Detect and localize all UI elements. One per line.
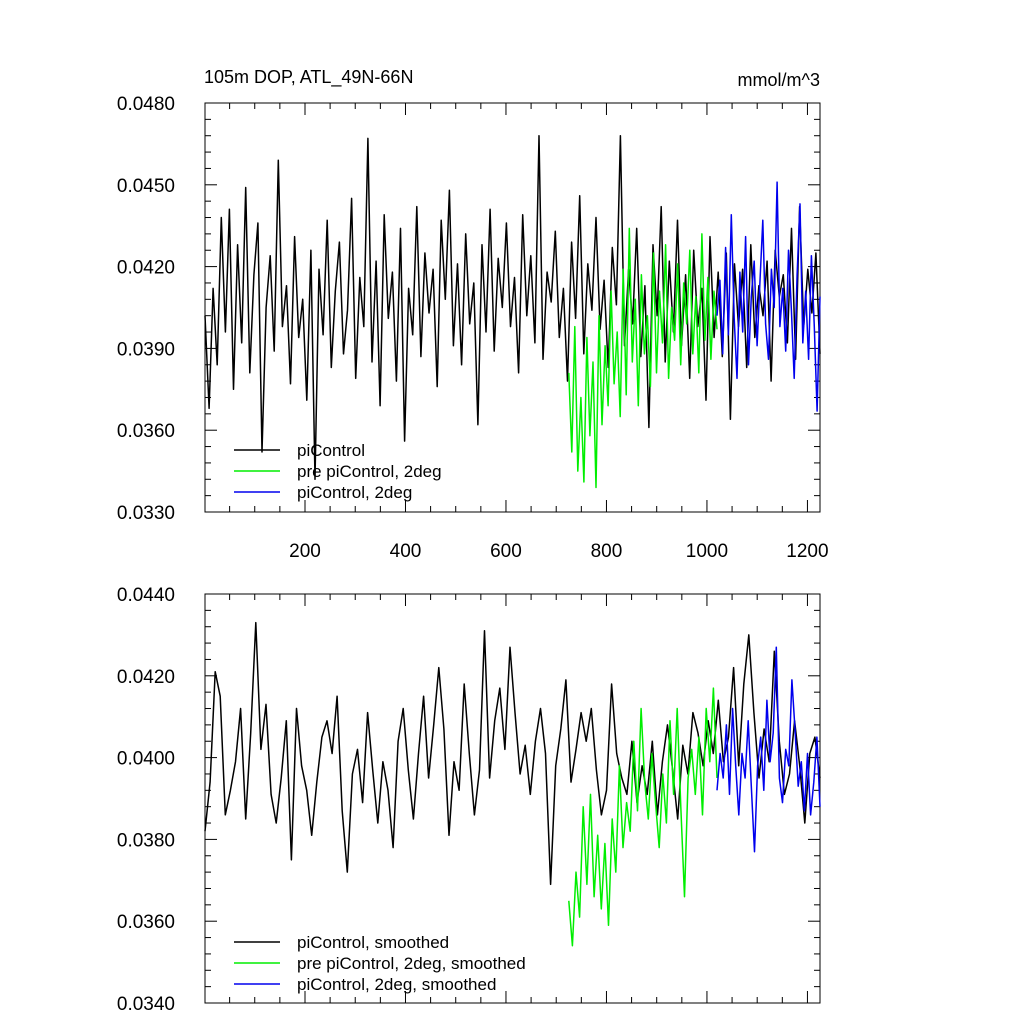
- units-label: mmol/m^3: [738, 70, 820, 90]
- series-line-2: [716, 181, 821, 412]
- y-tick-label: 0.0390: [117, 339, 175, 360]
- y-tick-label: 0.0340: [117, 994, 175, 1015]
- series-line-1: [568, 227, 718, 489]
- x-tick-label: 800: [591, 541, 623, 562]
- legend-label: piControl, 2deg, smoothed: [297, 975, 496, 994]
- series-lines: [204, 621, 821, 947]
- legend: piControl pre piControl, 2deg piControl, 2…: [234, 441, 442, 502]
- x-tick-label: 600: [490, 541, 522, 562]
- y-tick-label: 0.0330: [117, 503, 175, 524]
- legend-label: piControl, 2deg: [297, 483, 412, 502]
- y-tick-labels: 0.0340 0.0360 0.0380 0.0400 0.0420 0.0440: [117, 585, 175, 1015]
- legend-label: piControl: [297, 441, 365, 460]
- x-tick-label: 400: [390, 541, 422, 562]
- series-line-1: [568, 687, 718, 947]
- y-tick-label: 0.0440: [117, 585, 175, 606]
- y-tick-label: 0.0480: [117, 94, 175, 115]
- x-tick-label: 1200: [786, 541, 828, 562]
- legend-label: pre piControl, 2deg: [297, 462, 442, 481]
- x-tick-label: 1000: [686, 541, 728, 562]
- y-tick-label: 0.0420: [117, 667, 175, 688]
- series-lines: [204, 134, 821, 489]
- chart-title: 105m DOP, ATL_49N-66N: [204, 67, 413, 88]
- y-tick-label: 0.0360: [117, 421, 175, 442]
- tick-marks: [205, 102, 820, 513]
- y-tick-label: 0.0360: [117, 912, 175, 933]
- legend: piControl, smoothed pre piControl, 2deg, …: [234, 933, 526, 994]
- y-tick-label: 0.0400: [117, 749, 175, 770]
- y-tick-labels: 0.0330 0.0360 0.0390 0.0420 0.0450 0.0480: [117, 94, 175, 524]
- y-tick-label: 0.0450: [117, 176, 175, 197]
- x-tick-labels: 200 400 600 800 1000 1200: [289, 541, 828, 562]
- legend-label: pre piControl, 2deg, smoothed: [297, 954, 526, 973]
- bottom-chart: 0.0340 0.0360 0.0380 0.0400 0.0420 0.0440 piC…: [117, 585, 821, 1015]
- series-line-2: [716, 646, 821, 853]
- series-line-0: [204, 134, 821, 481]
- legend-label: piControl, smoothed: [297, 933, 449, 952]
- y-tick-label: 0.0420: [117, 258, 175, 279]
- x-tick-label: 200: [289, 541, 321, 562]
- series-line-0: [204, 621, 821, 886]
- top-chart: 105m DOP, ATL_49N-66N mmol/m^3 0.03300.0…: [117, 67, 829, 562]
- y-tick-label: 0.0380: [117, 830, 175, 851]
